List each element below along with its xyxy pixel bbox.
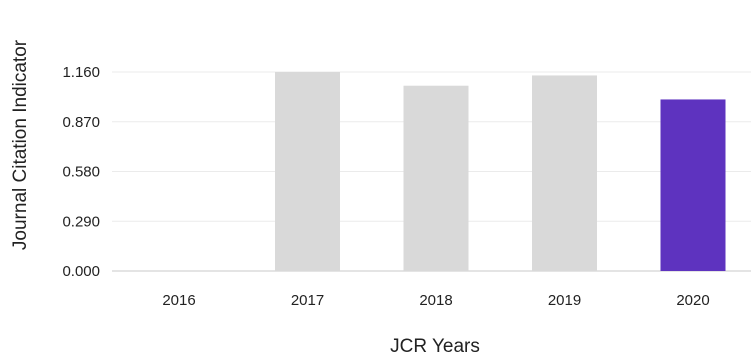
y-tick-label: 0.870: [62, 114, 100, 131]
bar-2017[interactable]: [275, 72, 340, 271]
y-axis-title: Journal Citation Indicator: [10, 39, 31, 250]
y-tick-label: 0.290: [62, 213, 100, 230]
x-tick-label: 2019: [548, 292, 581, 309]
y-tick-label: 0.000: [62, 263, 100, 280]
y-tick-label: 0.580: [62, 164, 100, 181]
x-tick-label: 2017: [291, 292, 324, 309]
bar-2020[interactable]: [660, 99, 726, 271]
y-axis-ticks: 0.000 0.290 0.580 0.870 1.160: [62, 64, 100, 280]
bar-2018[interactable]: [403, 85, 469, 271]
x-axis-ticks: 2016 2017 2018 2019 2020: [162, 292, 709, 309]
x-axis-title: JCR Years: [390, 336, 480, 357]
bars: [275, 72, 726, 272]
x-tick-label: 2020: [676, 292, 709, 309]
x-tick-label: 2016: [162, 292, 195, 309]
x-tick-label: 2018: [419, 292, 452, 309]
bar-2019[interactable]: [532, 75, 597, 272]
y-tick-label: 1.160: [62, 64, 100, 81]
